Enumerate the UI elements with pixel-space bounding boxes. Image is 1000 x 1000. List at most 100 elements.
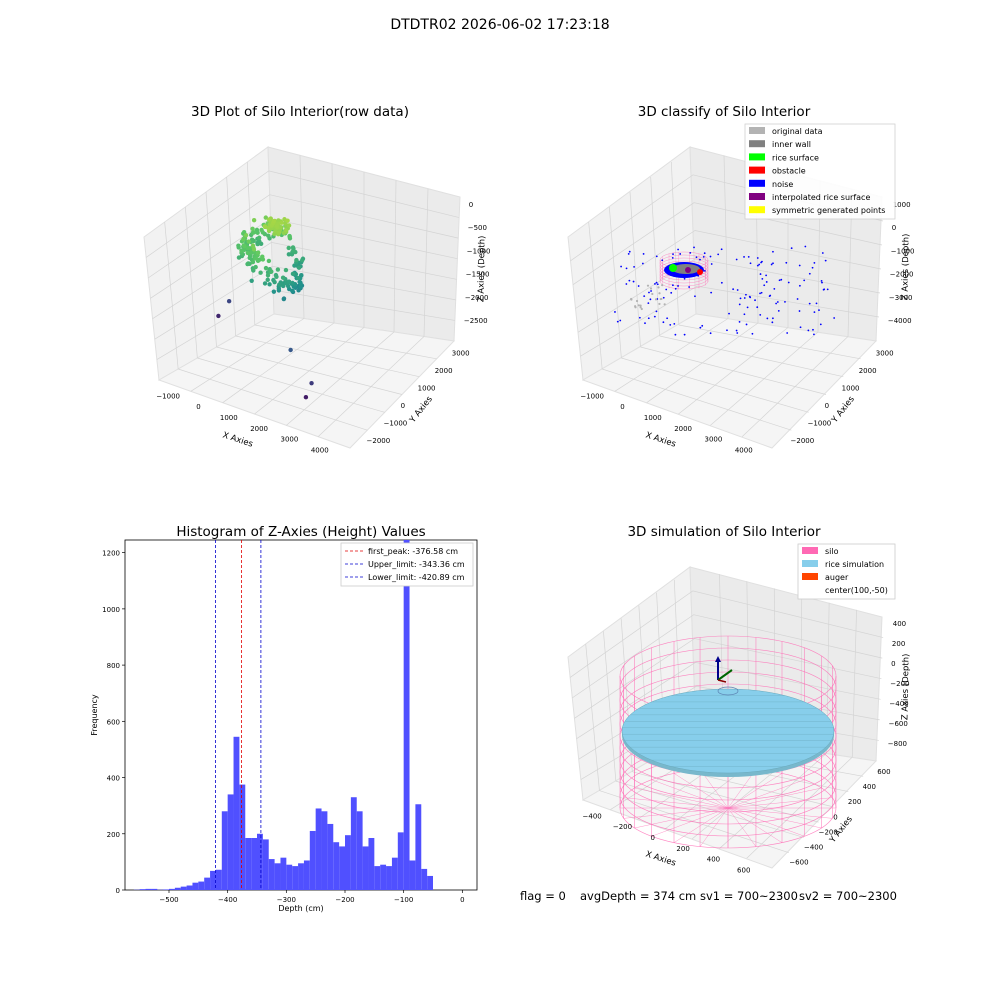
x-tick-label: −100 <box>394 896 413 904</box>
original-point <box>639 304 642 307</box>
data-point <box>250 226 255 231</box>
histogram-bar <box>362 846 369 890</box>
data-point <box>266 217 272 222</box>
data-point <box>297 279 302 285</box>
x-tick-label: 1000 <box>644 414 662 422</box>
z-tick-label: −2500 <box>464 317 488 325</box>
gridline <box>197 357 385 413</box>
data-point <box>286 279 292 284</box>
data-point <box>266 225 271 231</box>
gridline <box>205 191 217 348</box>
noise-point <box>771 317 774 320</box>
data-point <box>294 257 299 263</box>
legend-label: rice surface <box>772 153 819 162</box>
histogram-bar <box>239 784 246 890</box>
noise-point <box>665 288 668 291</box>
gridline <box>226 176 237 337</box>
noise-point <box>653 315 656 318</box>
data-point <box>309 380 314 386</box>
noise-point <box>674 287 677 290</box>
histogram-bar <box>345 835 351 890</box>
footer-sv1: sv1 = 700~2300 <box>700 889 798 903</box>
gridline <box>640 346 827 395</box>
noise-point <box>672 253 674 256</box>
data-point <box>279 220 284 225</box>
noise-point <box>808 272 811 275</box>
noise-point <box>780 278 783 281</box>
silo-base-spoke <box>727 807 783 843</box>
histogram-bar <box>163 889 169 890</box>
noise-point <box>818 309 820 312</box>
noise-point <box>732 288 735 291</box>
noise-point <box>625 267 628 270</box>
data-point <box>276 286 282 291</box>
histogram-bar <box>262 839 269 890</box>
noise-point <box>709 255 712 258</box>
y-tick-label: 0 <box>833 813 837 821</box>
gridline <box>576 662 881 740</box>
noise-point <box>760 261 762 264</box>
noise-point <box>778 279 781 282</box>
data-point <box>262 281 268 286</box>
noise-point <box>720 281 723 284</box>
histogram-bar <box>368 837 375 890</box>
data-point <box>303 395 309 400</box>
gridline <box>574 638 882 719</box>
gridline <box>572 614 883 699</box>
original-point <box>660 297 663 301</box>
histogram-bar <box>298 863 304 890</box>
histogram-bar <box>169 888 175 890</box>
original-point <box>663 303 666 306</box>
noise-point <box>765 281 768 283</box>
y-tick-label: 0 <box>401 402 405 410</box>
chart4-rice-surface <box>621 686 835 777</box>
z-tick-label: −1000 <box>891 247 915 255</box>
silo-base-spoke <box>727 797 833 809</box>
histogram-bar <box>391 857 398 890</box>
noise-point <box>677 285 679 287</box>
noise-point <box>739 297 742 300</box>
noise-point <box>804 245 807 248</box>
noise-point <box>807 329 810 332</box>
y-tick-label: 600 <box>107 718 120 726</box>
noise-point <box>641 262 644 265</box>
data-point <box>245 261 250 267</box>
histogram-bar <box>356 811 363 890</box>
histogram-bar <box>374 866 381 890</box>
x-tick-label: −1000 <box>156 392 180 400</box>
legend-label: noise <box>772 180 793 189</box>
histogram-bar <box>245 837 252 890</box>
noise-point <box>738 320 741 323</box>
original-point <box>646 284 650 287</box>
noise-point <box>747 255 750 258</box>
chart2-legend: original data inner wall rice surface obsta… <box>744 123 896 220</box>
figure-title: DTDTR02 2026-06-02 17:23:18 <box>390 17 610 33</box>
legend-label: interpolated rice surface <box>772 193 870 202</box>
noise-point <box>777 309 780 312</box>
noise-point <box>656 283 659 286</box>
gridline <box>746 756 853 859</box>
histogram-bar <box>286 864 293 890</box>
data-point <box>245 250 250 256</box>
noise-point <box>661 259 664 262</box>
silo-base-spoke <box>623 797 729 809</box>
original-point <box>657 286 660 289</box>
z-tick-label: −4000 <box>888 317 912 325</box>
histogram-bar <box>397 832 404 890</box>
data-point <box>251 247 257 252</box>
silo-base-spoke <box>727 773 783 809</box>
y-tick-label: −1000 <box>384 420 408 428</box>
chart2-x-ticks: −1000 0 1000 2000 3000 4000 <box>580 392 752 454</box>
chart1-points <box>216 215 314 400</box>
histogram-bar <box>327 823 334 890</box>
axis-arrow-y <box>717 669 733 681</box>
data-point <box>250 259 256 265</box>
noise-point <box>655 310 658 313</box>
chart4-z-label: Z Axies (Depth) <box>900 654 911 721</box>
x-tick-label: −500 <box>159 896 178 904</box>
chart4-center-axes <box>715 656 733 683</box>
noise-point <box>644 322 646 325</box>
histogram-bar <box>204 877 211 890</box>
legend-swatch <box>749 140 765 148</box>
